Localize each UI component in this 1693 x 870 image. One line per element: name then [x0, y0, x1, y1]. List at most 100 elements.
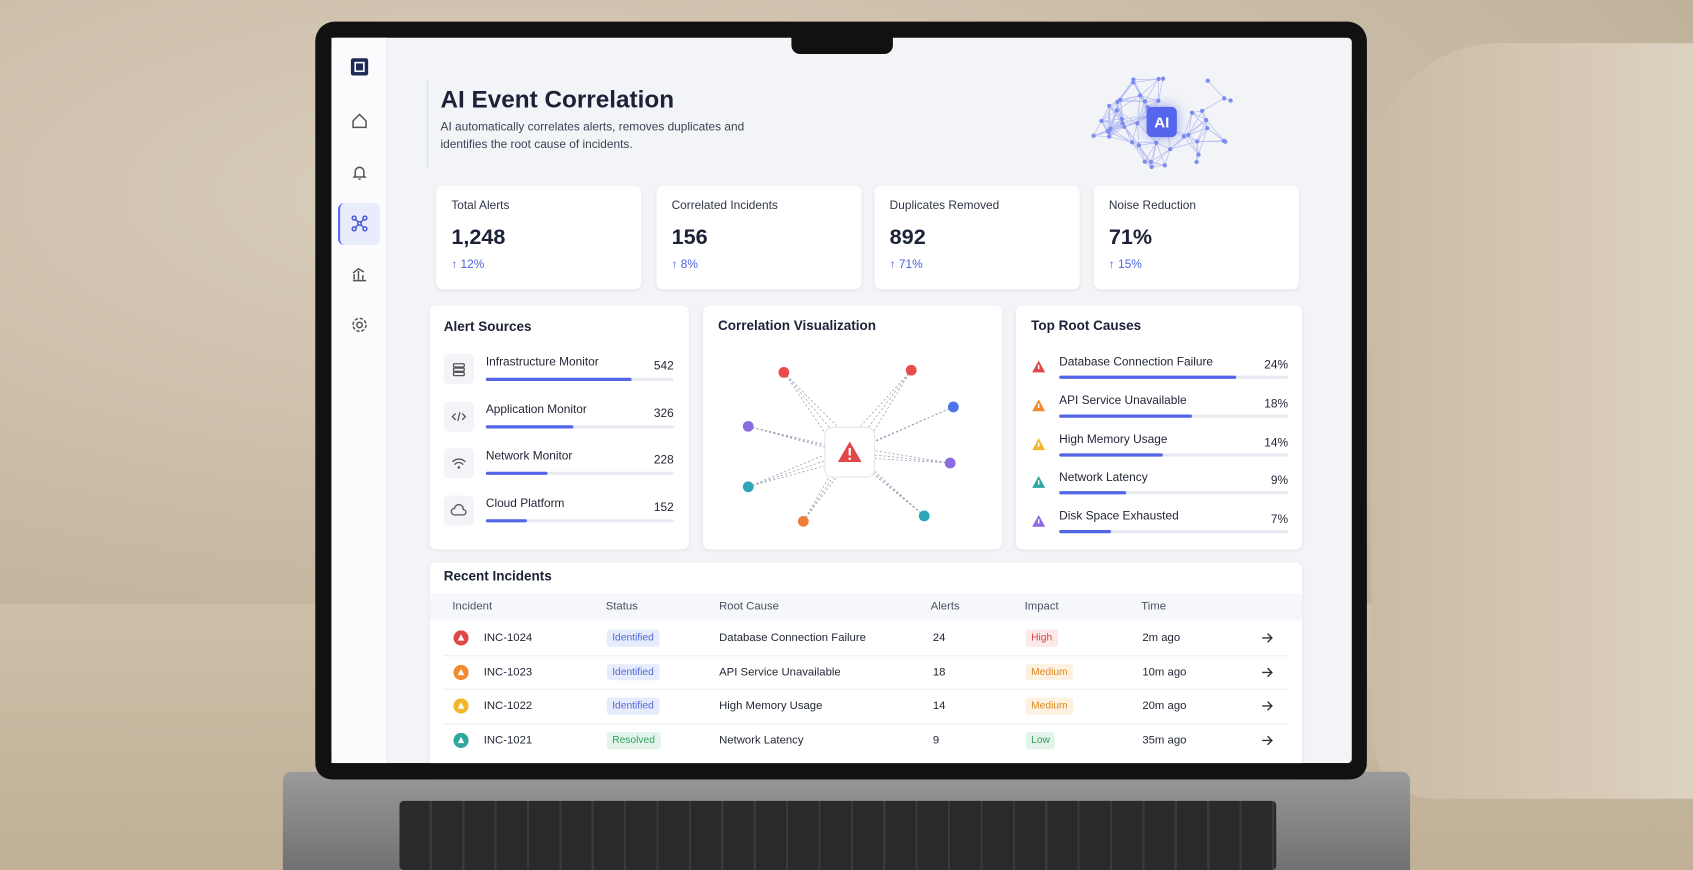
bar — [485, 424, 574, 429]
alert-count: 18 — [932, 665, 946, 679]
icon-part — [1138, 145, 1152, 168]
stat-card — [656, 185, 862, 290]
icon-part — [355, 219, 364, 228]
icon-part — [457, 702, 465, 710]
row-divider — [443, 689, 1289, 691]
icon-part — [840, 447, 925, 517]
source-icon — [451, 411, 467, 421]
icon-part — [1119, 116, 1125, 122]
incident-time: 35m ago — [1142, 733, 1187, 747]
bar-track — [1059, 530, 1289, 534]
icon-part — [1196, 152, 1201, 157]
status-pill: Resolved — [606, 732, 661, 749]
icon-part — [778, 366, 790, 378]
bar — [1059, 491, 1126, 495]
keyboard — [399, 800, 1277, 870]
icon-part — [742, 420, 754, 432]
icon-part — [351, 215, 368, 232]
stat-change: ↑ 12% — [451, 258, 485, 272]
open-incident[interactable] — [1261, 734, 1274, 747]
icon-part — [1131, 123, 1138, 143]
incident-time: 10m ago — [1142, 665, 1187, 679]
nav-icon[interactable] — [350, 111, 369, 130]
source-count: 542 — [653, 359, 674, 373]
impact-pill: Medium — [1025, 697, 1074, 715]
icon-part — [1189, 110, 1195, 115]
icon-part — [848, 457, 851, 460]
incident-id: INC-1023 — [483, 665, 533, 679]
cause-icon — [1032, 476, 1046, 489]
icon-part — [1120, 95, 1141, 101]
icon-part — [1116, 110, 1138, 124]
source-icon-box — [443, 354, 474, 385]
icon-part — [457, 466, 461, 470]
icon-part — [352, 166, 367, 180]
icon-part — [1162, 163, 1167, 168]
icon-part — [1133, 78, 1159, 83]
incident-id: INC-1022 — [483, 699, 533, 713]
icon-part — [1222, 96, 1227, 101]
icon-part — [1151, 164, 1165, 168]
open-incident[interactable] — [1261, 666, 1274, 679]
cause-icon — [1032, 437, 1046, 450]
open-incident[interactable] — [1261, 631, 1274, 644]
page-subtitle: AI automatically correlates alerts, remo… — [440, 120, 745, 152]
stat-value: 1,248 — [451, 225, 506, 250]
icon-part — [450, 504, 467, 516]
impact-pill: High — [1025, 629, 1058, 647]
open-incident[interactable] — [1261, 700, 1274, 713]
icon-part — [1198, 128, 1208, 155]
icon-part — [1140, 95, 1159, 102]
icon-part — [1156, 76, 1161, 82]
icon-part — [1144, 78, 1159, 102]
icon-part — [1207, 80, 1225, 99]
icon-part — [1186, 132, 1191, 138]
source-count: 326 — [653, 407, 674, 421]
nav-icon[interactable] — [350, 264, 369, 283]
bar — [485, 519, 527, 523]
root-cause: API Service Unavailable — [719, 665, 841, 679]
bar-track — [485, 519, 674, 523]
icon-part — [1157, 78, 1164, 101]
icon-part — [1151, 148, 1171, 168]
icon-part — [1101, 120, 1110, 137]
icon-part — [1205, 119, 1225, 142]
stat-card — [1093, 185, 1299, 290]
icon-part — [362, 215, 368, 221]
icon-part — [1200, 108, 1205, 114]
icon-part — [452, 363, 465, 368]
column-header: Incident — [452, 599, 493, 613]
cause-share: 9% — [1270, 474, 1289, 488]
icon-part — [918, 510, 930, 522]
icon-part — [1142, 99, 1148, 104]
icon-part — [1155, 142, 1166, 166]
icon-part — [1183, 112, 1193, 137]
icon-part — [1138, 145, 1146, 162]
stat-label: Duplicates Removed — [889, 199, 1000, 213]
row-divider — [443, 723, 1289, 725]
icon-part — [944, 457, 956, 469]
stat-label: Total Alerts — [451, 199, 510, 213]
icon-part — [1120, 120, 1125, 126]
icon-part — [1196, 119, 1207, 142]
source-name: Network Monitor — [485, 449, 573, 463]
icon-part — [1154, 140, 1159, 145]
icon-part — [1109, 136, 1133, 143]
icon-part — [457, 736, 465, 744]
nav-icon[interactable] — [350, 214, 369, 233]
source-icon-box — [443, 495, 474, 526]
icon-part — [1191, 112, 1207, 121]
icon-part — [849, 451, 925, 517]
stat-change: ↑ 15% — [1108, 258, 1142, 272]
logo[interactable] — [350, 57, 369, 76]
stat-change: ↑ 8% — [671, 258, 698, 272]
icon-part — [350, 58, 369, 76]
nav-icon[interactable] — [350, 315, 369, 334]
nav-icon[interactable] — [350, 163, 369, 182]
icon-part — [1195, 139, 1200, 144]
stat-card — [874, 185, 1080, 290]
root-causes-panel — [1015, 305, 1303, 550]
column-header: Status — [605, 599, 638, 613]
